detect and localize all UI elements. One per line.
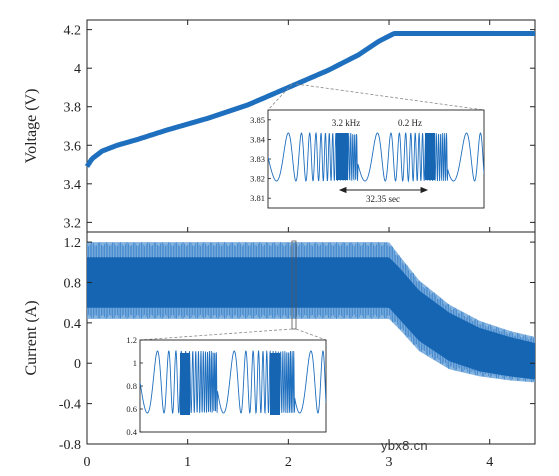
duration-arrow — [338, 186, 429, 194]
inset-annotation-duration: 32.35 sec — [366, 194, 400, 204]
current-y-tick-label: 0.8 — [64, 276, 82, 291]
voltage-inset-y-axis: 3.81 3.82 3.83 3.84 3.85 — [250, 115, 271, 203]
voltage-y-tick-label: 3.2 — [64, 216, 82, 231]
current-y-tick-label: 1.2 — [64, 236, 82, 251]
current-zoom-marker — [291, 240, 297, 330]
voltage-y-tick-label: 3.6 — [64, 139, 82, 154]
voltage-inset-waveform — [268, 131, 484, 183]
inset-annotation-3-2-khz: 3.2 kHz — [332, 118, 361, 128]
voltage-inset-y-tick-label: 3.84 — [250, 134, 266, 144]
current-y-axis: -0.8 -0.4 0 0.4 0.8 1.2 — [59, 236, 535, 453]
current-y-tick-label: 0 — [74, 357, 81, 372]
voltage-inset-y-tick-label: 3.85 — [250, 115, 265, 125]
current-inset-dense-block-2 — [270, 353, 280, 415]
voltage-inset-dense-block-2 — [425, 133, 435, 180]
x-tick-label: 0 — [84, 455, 91, 470]
zoom-connectors — [139, 83, 485, 341]
voltage-y-tick-label: 3.4 — [64, 178, 82, 193]
current-y-tick-label: -0.8 — [59, 438, 81, 453]
voltage-inset-y-tick-label: 3.82 — [250, 174, 265, 184]
voltage-y-tick-label: 4.2 — [64, 24, 82, 39]
voltage-y-tick-label: 4 — [74, 62, 81, 77]
current-y-axis-label: Current (A) — [23, 300, 40, 375]
voltage-y-tick-label: 3.8 — [64, 101, 82, 116]
x-axis: 0 1 2 3 4 — [84, 20, 493, 470]
current-inset-y-axis: 0.4 0.6 0.8 1 1.2 — [126, 335, 143, 437]
current-y-tick-label: 0.4 — [64, 317, 82, 332]
voltage-inset-y-tick-label: 3.83 — [250, 154, 265, 164]
current-dense-band — [87, 257, 535, 380]
current-inset-y-tick-label: 1.2 — [126, 335, 137, 345]
current-inset-dense-block-1 — [180, 353, 190, 415]
current-inset-y-tick-label: 0.4 — [126, 427, 137, 437]
voltage-inset-dense-block-1 — [336, 133, 348, 180]
voltage-y-axis: 3.23.43.63.844.2 — [64, 24, 535, 231]
current-y-tick-label: -0.4 — [59, 398, 81, 413]
voltage-inset: 3.81 3.82 3.83 3.84 3.85 3.2 kHz 0.2 Hz 32.3… — [250, 109, 485, 209]
voltage-inset-y-tick-label: 3.81 — [250, 193, 265, 203]
x-tick-label: 2 — [285, 455, 292, 470]
x-tick-label: 4 — [486, 455, 493, 470]
inset-annotation-0-2-hz: 0.2 Hz — [398, 118, 422, 128]
x-tick-label: 1 — [184, 455, 191, 470]
current-inset-waveform — [140, 349, 326, 415]
watermark-text: ybx8.cn — [381, 438, 428, 453]
x-tick-label: 3 — [386, 455, 393, 470]
voltage-series-line — [84, 30, 537, 168]
current-inset: 0.4 0.6 0.8 1 1.2 — [126, 335, 327, 437]
current-inset-y-tick-label: 0.6 — [126, 404, 137, 414]
current-inset-y-tick-label: 0.8 — [126, 381, 137, 391]
voltage-y-axis-label: Voltage (V) — [23, 89, 40, 164]
current-inset-y-tick-label: 1 — [133, 358, 137, 368]
